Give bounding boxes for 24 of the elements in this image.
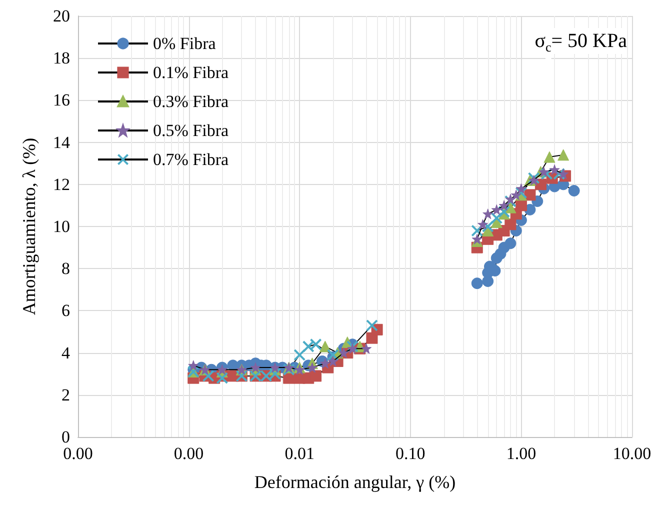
legend-label: 0.3% Fibra xyxy=(153,92,229,111)
legend-label: 0% Fibra xyxy=(153,34,216,53)
y-tick-label: 2 xyxy=(62,385,70,404)
y-tick-label: 0 xyxy=(62,428,70,446)
x-tick-label: 0.00 xyxy=(63,444,93,463)
y-tick-label: 20 xyxy=(53,6,70,26)
legend-label: 0.7% Fibra xyxy=(153,150,229,169)
y-tick-label: 8 xyxy=(62,259,70,278)
x-tick-label: 1.00 xyxy=(506,444,536,463)
legend-label: 0.5% Fibra xyxy=(153,121,229,140)
y-tick-label: 10 xyxy=(53,217,70,236)
y-tick-label: 16 xyxy=(53,90,70,110)
y-axis-title: Amortiguamiento, λ (%) xyxy=(19,138,39,316)
x-tick-label: 10.00 xyxy=(612,444,652,463)
x-tick-label: 0.00 xyxy=(174,444,204,463)
y-tick-label: 18 xyxy=(53,48,70,68)
x-axis-title: Deformación angular, γ (%) xyxy=(254,472,456,492)
x-tick-label: 0.10 xyxy=(396,444,426,463)
y-tick-label: 4 xyxy=(62,343,70,362)
y-tick-label: 14 xyxy=(53,132,70,152)
legend-label: 0.1% Fibra xyxy=(153,63,229,82)
y-tick-label: 12 xyxy=(53,174,70,194)
x-tick-label: 0.01 xyxy=(284,444,314,463)
y-tick-label: 6 xyxy=(62,301,70,320)
